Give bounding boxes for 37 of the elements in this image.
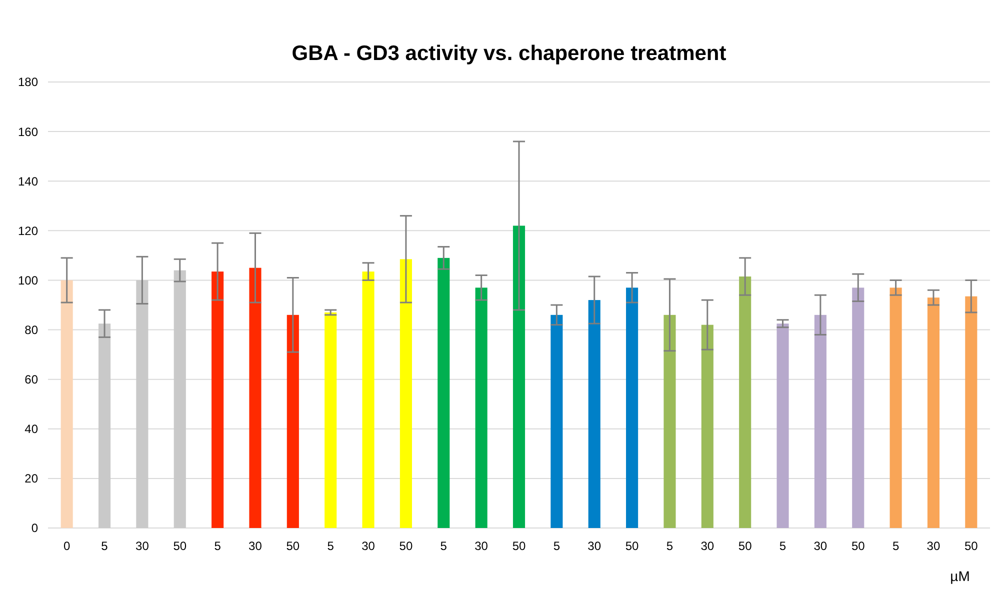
x-tick-label: 5 xyxy=(327,539,334,553)
y-tick-label: 80 xyxy=(24,322,38,337)
y-tick-label: 20 xyxy=(24,472,38,486)
x-tick-label: 5 xyxy=(779,539,786,553)
y-tick-label: 0 xyxy=(31,521,38,536)
x-tick-label: 30 xyxy=(362,539,376,553)
x-tick-label: 50 xyxy=(512,539,526,553)
x-tick-label: 50 xyxy=(625,539,640,553)
x-tick-label: 50 xyxy=(851,539,866,553)
x-tick-label: 5 xyxy=(892,539,900,553)
x-tick-label: 50 xyxy=(964,539,978,553)
y-tick-label: 140 xyxy=(18,174,38,188)
x-tick-label: 30 xyxy=(474,539,488,553)
x-tick-label: 50 xyxy=(399,539,413,553)
x-tick-label: 0 xyxy=(63,539,70,553)
x-tick-label: 50 xyxy=(173,539,187,553)
x-tick-label: 5 xyxy=(666,539,674,553)
x-tick-label: 50 xyxy=(738,539,752,553)
x-tick-label: 5 xyxy=(101,539,108,553)
x-tick-label: 50 xyxy=(286,539,300,553)
x-tick-label: 30 xyxy=(814,539,828,553)
x-tick-label: 30 xyxy=(700,539,714,553)
y-tick-label: 40 xyxy=(24,422,38,436)
y-tick-label: 100 xyxy=(18,273,38,288)
x-tick-label: 30 xyxy=(588,539,602,553)
x-tick-label: 30 xyxy=(136,539,150,553)
y-tick-label: 60 xyxy=(24,372,38,387)
x-tick-label: 5 xyxy=(553,539,560,553)
x-tick-label: 5 xyxy=(214,539,222,553)
x-axis-title: µM xyxy=(950,568,970,584)
chart-title: GBA - GD3 activity vs. chaperone treatment xyxy=(292,42,726,65)
y-tick-label: 180 xyxy=(18,75,38,90)
x-tick-label: 5 xyxy=(440,539,448,553)
x-tick-label: 30 xyxy=(248,539,262,553)
x-tick-label: 30 xyxy=(926,539,940,553)
y-tick-label: 120 xyxy=(18,224,38,238)
y-tick-label: 160 xyxy=(18,124,38,139)
